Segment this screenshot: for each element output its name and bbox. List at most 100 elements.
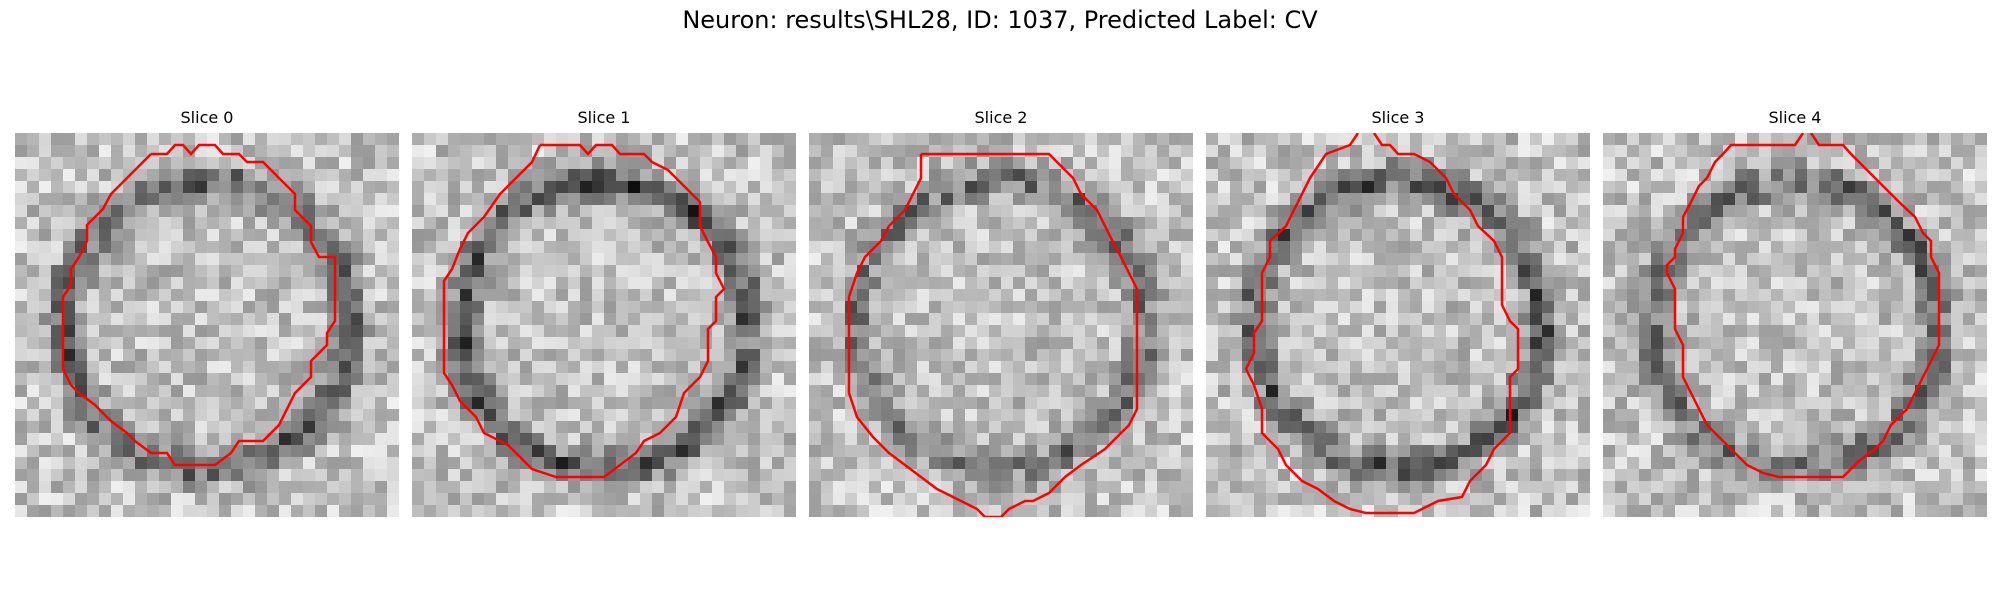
- pixel: [1326, 133, 1339, 146]
- pixel: [881, 265, 894, 278]
- pixel: [1434, 301, 1447, 314]
- pixel: [1157, 241, 1170, 254]
- pixel: [1230, 217, 1243, 230]
- pixel: [339, 493, 352, 506]
- pixel: [1290, 493, 1303, 506]
- pixel: [1867, 193, 1880, 206]
- pixel: [219, 325, 232, 338]
- pixel: [1302, 145, 1315, 158]
- pixel: [39, 469, 52, 482]
- pixel: [1542, 205, 1555, 218]
- pixel: [135, 493, 148, 506]
- pixel: [1410, 433, 1423, 446]
- pixel: [243, 397, 256, 410]
- pixel: [652, 277, 665, 290]
- pixel: [1699, 217, 1712, 230]
- pixel: [1506, 181, 1519, 194]
- pixel: [51, 193, 64, 206]
- pixel: [1085, 337, 1098, 350]
- pixel: [1398, 277, 1411, 290]
- pixel: [1302, 433, 1315, 446]
- pixel: [1891, 277, 1904, 290]
- pixel: [1374, 325, 1387, 338]
- pixel: [881, 385, 894, 398]
- pixel: [303, 481, 316, 494]
- pixel: [1169, 289, 1182, 302]
- pixel: [1025, 481, 1038, 494]
- pixel: [929, 241, 942, 254]
- pixel: [1266, 481, 1279, 494]
- pixel: [231, 217, 244, 230]
- pixel: [1542, 421, 1555, 434]
- pixel: [1615, 325, 1628, 338]
- pixel: [1097, 169, 1110, 182]
- pixel: [893, 253, 906, 266]
- pixel: [1145, 217, 1158, 230]
- pixel: [15, 277, 28, 290]
- pixel: [1855, 133, 1868, 146]
- pixel: [1001, 205, 1014, 218]
- pixel: [881, 433, 894, 446]
- pixel: [1879, 445, 1892, 458]
- pixel: [436, 325, 449, 338]
- pixel: [784, 445, 796, 458]
- pixel: [412, 313, 425, 326]
- pixel: [1639, 373, 1652, 386]
- pixel: [977, 397, 990, 410]
- pixel: [1795, 337, 1808, 350]
- pixel: [1470, 373, 1483, 386]
- pixel: [291, 169, 304, 182]
- pixel: [1097, 493, 1110, 506]
- pixel: [1133, 397, 1146, 410]
- pixel: [339, 289, 352, 302]
- pixel: [1783, 181, 1796, 194]
- pixel: [496, 277, 509, 290]
- pixel: [676, 241, 689, 254]
- pixel: [1747, 421, 1760, 434]
- pixel: [989, 385, 1002, 398]
- pixel: [881, 289, 894, 302]
- pixel: [231, 301, 244, 314]
- pixel: [1627, 205, 1640, 218]
- pixel: [640, 505, 653, 517]
- pixel: [712, 409, 725, 422]
- pixel: [845, 145, 858, 158]
- pixel: [712, 469, 725, 482]
- pixel: [147, 349, 160, 362]
- pixel: [508, 337, 521, 350]
- pixel: [1326, 373, 1339, 386]
- pixel: [1230, 145, 1243, 158]
- pixel: [1915, 145, 1928, 158]
- pixel: [1302, 457, 1315, 470]
- pixel: [87, 301, 100, 314]
- pixel: [845, 457, 858, 470]
- pixel: [1362, 301, 1375, 314]
- pixel: [1651, 433, 1664, 446]
- pixel: [1639, 241, 1652, 254]
- pixel: [1422, 445, 1435, 458]
- pixel: [123, 253, 136, 266]
- pixel: [1879, 145, 1892, 158]
- pixel: [1206, 337, 1219, 350]
- pixel: [111, 241, 124, 254]
- pixel: [1687, 313, 1700, 326]
- pixel: [291, 277, 304, 290]
- pixel: [1506, 445, 1519, 458]
- pixel: [556, 337, 569, 350]
- pixel: [592, 373, 605, 386]
- pixel: [881, 193, 894, 206]
- pixel: [1230, 385, 1243, 398]
- pixel: [1097, 421, 1110, 434]
- pixel: [520, 409, 533, 422]
- pixel: [448, 457, 461, 470]
- pixel: [508, 157, 521, 170]
- pixel: [941, 301, 954, 314]
- pixel: [688, 289, 701, 302]
- pixel: [893, 421, 906, 434]
- pixel: [243, 337, 256, 350]
- pixel: [1398, 205, 1411, 218]
- pixel: [375, 361, 388, 374]
- pixel: [460, 325, 473, 338]
- pixel: [1326, 193, 1339, 206]
- pixel: [159, 433, 172, 446]
